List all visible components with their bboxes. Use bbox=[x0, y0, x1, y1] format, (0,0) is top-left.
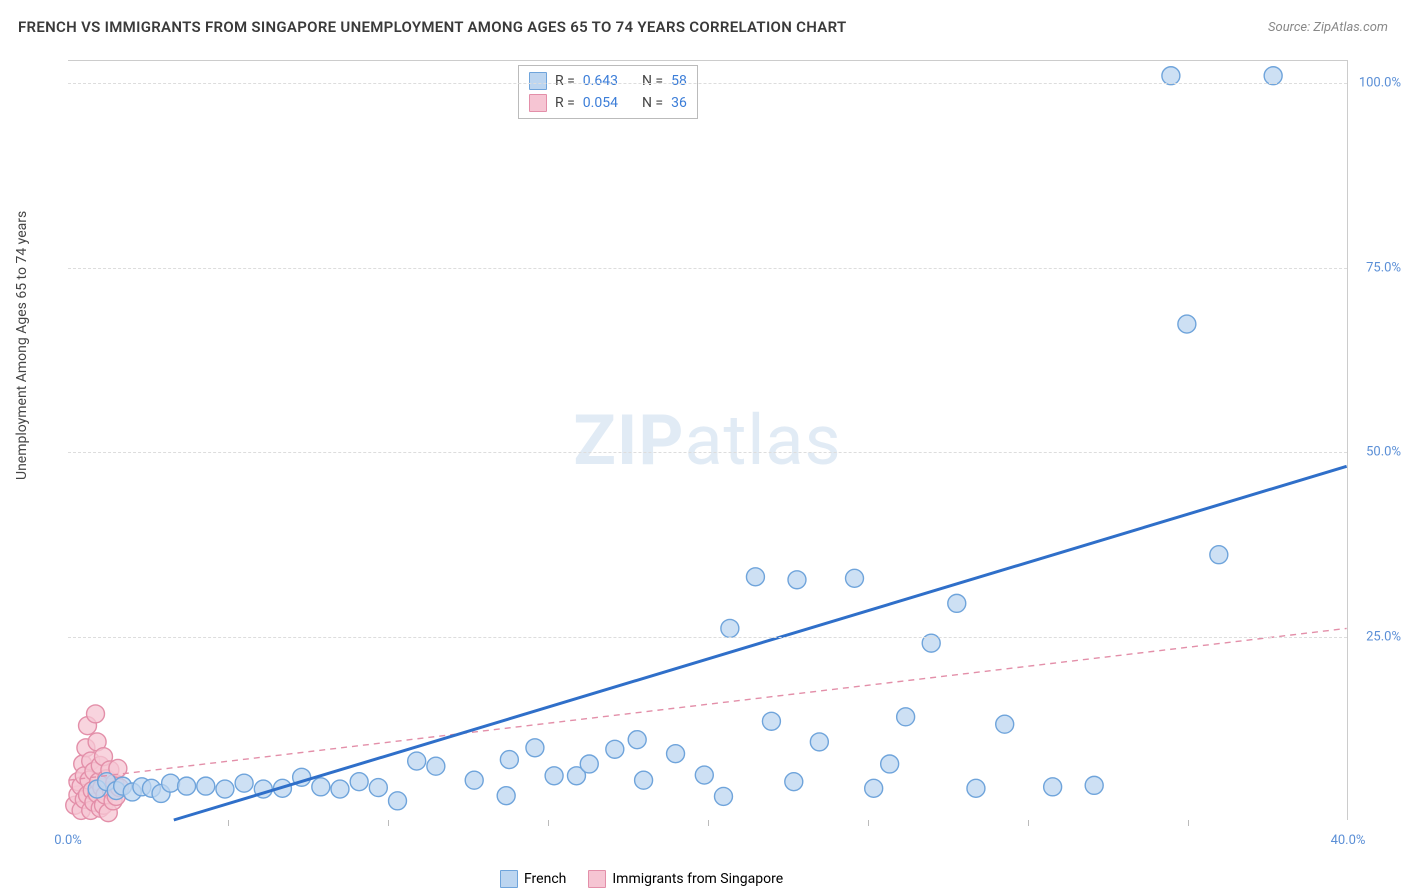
point-french bbox=[635, 771, 653, 789]
point-singapore bbox=[87, 705, 105, 723]
point-french bbox=[497, 787, 515, 805]
legend-label-french: French bbox=[524, 871, 566, 887]
y-tick-label: 75.0% bbox=[1366, 260, 1401, 275]
point-french bbox=[1085, 776, 1103, 794]
point-french bbox=[721, 619, 739, 637]
gridline-h bbox=[68, 268, 1347, 269]
point-french bbox=[746, 568, 764, 586]
point-french bbox=[695, 766, 713, 784]
point-french bbox=[526, 739, 544, 757]
y-axis-label: Unemployment Among Ages 65 to 74 years bbox=[14, 211, 30, 480]
plot-area: ZIPatlas R = 0.643 N = 58 R = 0.054 N = … bbox=[68, 60, 1348, 820]
chart-title: FRENCH VS IMMIGRANTS FROM SINGAPORE UNEM… bbox=[18, 18, 847, 36]
point-french bbox=[331, 780, 349, 798]
gridline-h bbox=[68, 83, 1347, 84]
point-french bbox=[897, 708, 915, 726]
point-french bbox=[1264, 67, 1282, 85]
swatch-french-icon bbox=[500, 870, 518, 888]
point-french bbox=[846, 569, 864, 587]
y-tick-label: 100.0% bbox=[1359, 76, 1401, 91]
point-french bbox=[1162, 67, 1180, 85]
point-french bbox=[967, 779, 985, 797]
point-french bbox=[408, 752, 426, 770]
trendline-french bbox=[174, 466, 1347, 820]
swatch-singapore-icon bbox=[588, 870, 606, 888]
x-minor-tick bbox=[548, 820, 549, 826]
point-french bbox=[628, 731, 646, 749]
x-tick-label: 40.0% bbox=[1331, 833, 1366, 848]
gridline-h bbox=[68, 637, 1347, 638]
trendline-singapore bbox=[68, 628, 1346, 780]
point-french bbox=[580, 755, 598, 773]
point-french bbox=[178, 777, 196, 795]
point-french bbox=[785, 773, 803, 791]
point-french bbox=[1178, 315, 1196, 333]
point-french bbox=[714, 787, 732, 805]
point-french bbox=[810, 733, 828, 751]
point-french bbox=[606, 740, 624, 758]
x-minor-tick bbox=[708, 820, 709, 826]
x-minor-tick bbox=[388, 820, 389, 826]
point-french bbox=[1210, 546, 1228, 564]
point-french bbox=[996, 715, 1014, 733]
point-french bbox=[389, 792, 407, 810]
x-minor-tick bbox=[1028, 820, 1029, 826]
point-french bbox=[162, 774, 180, 792]
point-french bbox=[667, 745, 685, 763]
x-minor-tick bbox=[228, 820, 229, 826]
bottom-legend: French Immigrants from Singapore bbox=[500, 870, 783, 888]
gridline-h bbox=[68, 452, 1347, 453]
y-tick-label: 50.0% bbox=[1366, 445, 1401, 460]
point-french bbox=[500, 751, 518, 769]
source-label: Source: ZipAtlas.com bbox=[1268, 20, 1388, 35]
point-french bbox=[465, 771, 483, 789]
point-french bbox=[197, 777, 215, 795]
x-minor-tick bbox=[868, 820, 869, 826]
point-french bbox=[788, 571, 806, 589]
legend-label-singapore: Immigrants from Singapore bbox=[612, 871, 783, 887]
point-french bbox=[1044, 778, 1062, 796]
point-french bbox=[369, 779, 387, 797]
point-french bbox=[216, 780, 234, 798]
point-french bbox=[948, 594, 966, 612]
point-french bbox=[865, 779, 883, 797]
legend-item-singapore: Immigrants from Singapore bbox=[588, 870, 783, 888]
y-tick-label: 25.0% bbox=[1366, 629, 1401, 644]
x-minor-tick bbox=[1188, 820, 1189, 826]
point-french bbox=[762, 712, 780, 730]
point-french bbox=[312, 778, 330, 796]
scatter-layer bbox=[68, 61, 1347, 820]
x-tick-label: 0.0% bbox=[54, 833, 82, 848]
legend-item-french: French bbox=[500, 870, 566, 888]
point-french bbox=[235, 774, 253, 792]
point-french bbox=[427, 757, 445, 775]
point-french bbox=[881, 755, 899, 773]
point-french bbox=[545, 767, 563, 785]
point-french bbox=[350, 773, 368, 791]
